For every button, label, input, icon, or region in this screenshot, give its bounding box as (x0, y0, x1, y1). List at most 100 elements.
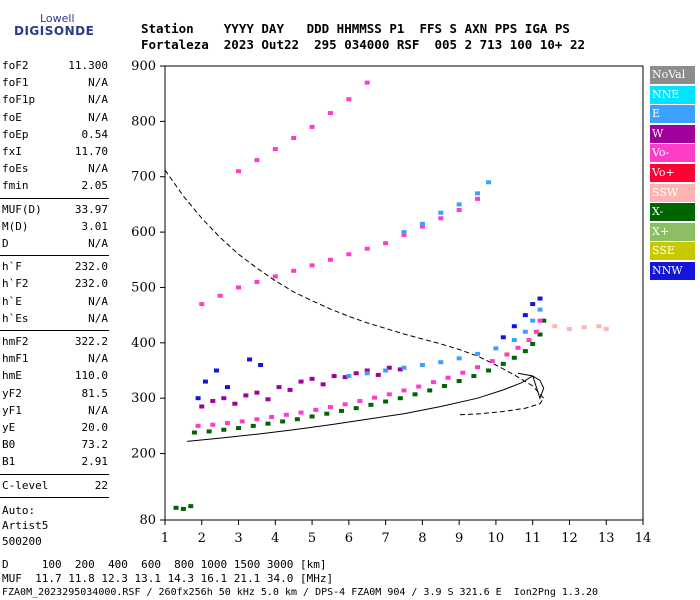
echo-point (331, 374, 337, 379)
echo-point (475, 351, 481, 356)
profile-curve (187, 372, 545, 442)
param-value: N/A (88, 76, 108, 90)
echo-point (298, 379, 304, 384)
echo-point (265, 397, 271, 402)
param-name: fmin (2, 179, 29, 193)
legend-item-nne: NNE (650, 85, 695, 104)
echo-point (357, 398, 363, 403)
echo-point (287, 387, 293, 392)
param-row-he: h`E N/A (2, 295, 108, 311)
param-row-hf2: h`F2 232.0 (2, 277, 108, 293)
echo-point (456, 207, 462, 212)
param-value: 232.0 (74, 260, 108, 274)
echo-point (537, 307, 543, 312)
y-tick-label: 800 (131, 114, 156, 129)
echo-point (581, 325, 587, 330)
param-row-fmin: fmin 2.05 (2, 179, 108, 195)
x-tick-label: 5 (308, 531, 316, 546)
echo-point (327, 257, 333, 262)
param-row-fof2: foF2 11.300 (2, 59, 108, 75)
echo-point (291, 135, 297, 140)
echo-point (250, 423, 256, 428)
echo-point (500, 361, 506, 366)
echo-point (258, 362, 264, 367)
echo-point (225, 385, 231, 390)
echo-point (386, 392, 392, 397)
param-row-hmf2: hmF2 322.2 (2, 335, 108, 351)
x-tick-label: 2 (198, 531, 206, 546)
echo-point (280, 419, 286, 424)
echo-point (313, 407, 319, 412)
echo-point (191, 430, 197, 435)
y-tick-label: 900 (131, 59, 156, 74)
echo-point (416, 384, 422, 389)
echo-point (375, 372, 381, 377)
echo-point (504, 352, 510, 357)
param-row-hme: hmE 110.0 (2, 369, 108, 385)
echo-point (438, 360, 444, 365)
file-info: FZA0M_2023295034000.RSF / 260fx256h 50 k… (2, 587, 599, 598)
echo-point (291, 268, 297, 273)
echo-point (283, 412, 289, 417)
echo-point (475, 196, 481, 201)
param-row-mufd: MUF(D) 33.97 (2, 203, 108, 219)
echo-point (217, 293, 223, 298)
echo-point (180, 506, 186, 511)
param-row-ye: yE 20.0 (2, 421, 108, 437)
param-value: 110.0 (74, 369, 108, 383)
x-tick-label: 9 (455, 531, 463, 546)
echo-point (511, 338, 517, 343)
echo-point (552, 324, 558, 329)
separator (0, 197, 109, 199)
echo-point (195, 423, 201, 428)
x-tick-label: 6 (345, 531, 353, 546)
echo-point (486, 180, 492, 185)
x-tick-label: 3 (234, 531, 242, 546)
echo-point (511, 324, 517, 329)
echo-point (210, 422, 216, 427)
param-value: N/A (88, 311, 108, 325)
echo-point (298, 410, 304, 415)
echo-point (239, 419, 245, 424)
echo-point (243, 393, 249, 398)
muf-dashed-curve (164, 169, 545, 416)
echo-point (254, 158, 260, 163)
echo-point (438, 216, 444, 221)
param-name: foEp (2, 127, 29, 141)
echo-point (430, 380, 436, 385)
echo-point (269, 415, 275, 420)
echo-point (309, 376, 315, 381)
x-tick-label: 13 (598, 531, 615, 546)
echo-point (596, 324, 602, 329)
echo-point (324, 411, 330, 416)
echo-point (486, 368, 492, 373)
param-value: 81.5 (81, 386, 109, 400)
echo-point (225, 421, 231, 426)
param-row-foep: foEp 0.54 (2, 128, 108, 144)
logo-digisonde: DIGISONDE (14, 24, 95, 38)
param-row-foe: foE N/A (2, 111, 108, 127)
echo-point (471, 374, 477, 379)
echo-point (195, 396, 201, 401)
echo-point (372, 395, 378, 400)
param-name: h`E (2, 294, 22, 308)
echo-point (213, 368, 219, 373)
distance-row: D 100 200 400 600 800 1000 1500 3000 [km… (2, 558, 327, 571)
echo-point (320, 382, 326, 387)
legend-item-ssw: SSW (650, 183, 695, 202)
echo-point (530, 302, 536, 307)
echo-point (294, 417, 300, 422)
param-name: h`F (2, 260, 22, 274)
echo-point (236, 426, 242, 431)
x-tick-label: 7 (381, 531, 389, 546)
param-value: N/A (88, 294, 108, 308)
echo-point (445, 375, 451, 380)
echo-point (401, 230, 407, 235)
x-tick-label: 14 (635, 531, 652, 546)
echo-point (419, 221, 425, 226)
param-row-fof1: foF1 N/A (2, 76, 108, 92)
echo-point (511, 355, 517, 360)
x-tick-label: 8 (418, 531, 426, 546)
echo-point (364, 246, 370, 251)
echo-point (489, 359, 495, 364)
